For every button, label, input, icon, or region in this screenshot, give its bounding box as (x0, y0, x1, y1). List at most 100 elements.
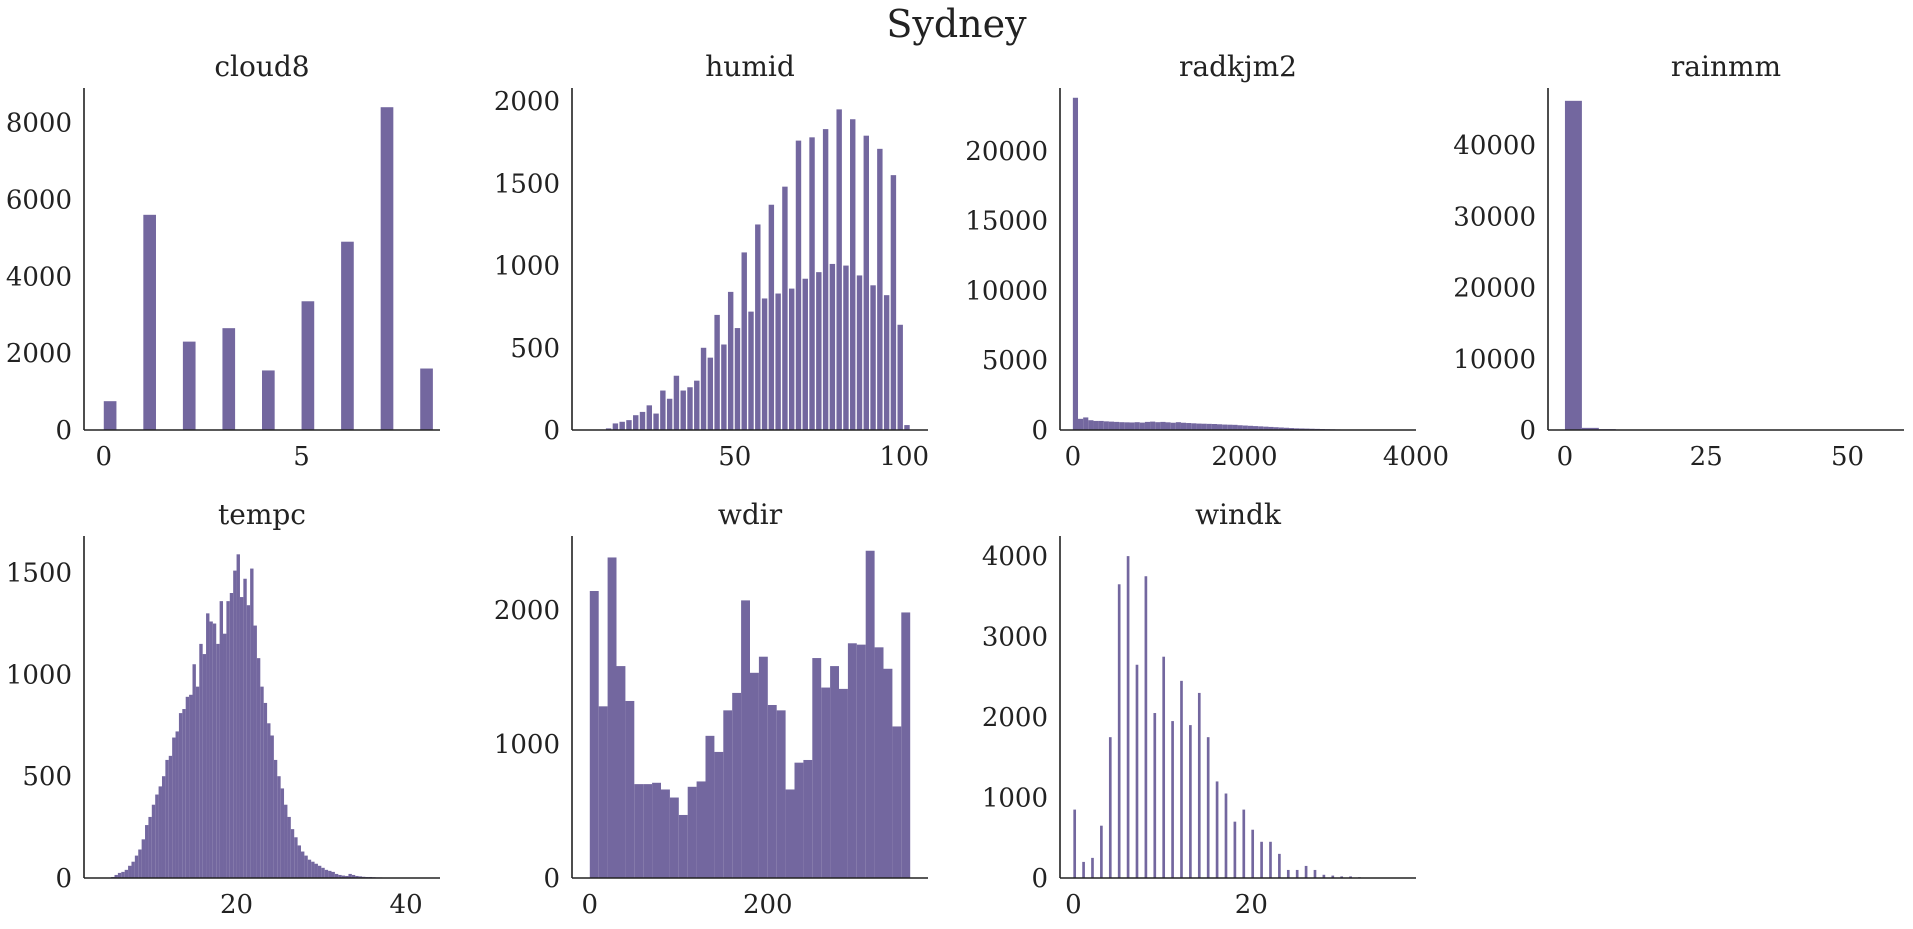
y-tick-label: 0 (55, 416, 72, 446)
bar (195, 686, 200, 878)
bar (1186, 423, 1192, 430)
x-tick-label: 4000 (1383, 442, 1449, 472)
bar (694, 380, 700, 430)
bar (1251, 829, 1255, 878)
bar (1129, 422, 1135, 430)
bar (660, 390, 666, 430)
bar (1108, 737, 1112, 878)
bar (1222, 424, 1228, 430)
bar (380, 107, 394, 431)
bar (158, 786, 162, 878)
bar (666, 398, 673, 430)
bar (253, 625, 257, 878)
bar (1268, 426, 1274, 430)
y-tick-label: 1000 (6, 660, 72, 690)
panel-title: rainmm (1671, 50, 1781, 83)
x-tick-label: 0 (1065, 442, 1082, 472)
bar (1189, 725, 1192, 878)
bar (1322, 874, 1326, 878)
bar (1170, 422, 1176, 430)
bar (338, 874, 342, 878)
bar (239, 597, 244, 878)
bar (625, 700, 635, 878)
panel-title: cloud8 (214, 50, 309, 83)
bar (1103, 421, 1109, 430)
bar (892, 726, 902, 878)
y-tick-label: 1500 (6, 559, 72, 589)
bar (795, 140, 802, 430)
y-tick-label: 0 (1031, 864, 1048, 894)
bar (1581, 427, 1599, 430)
x-tick-label: 40 (390, 890, 423, 920)
bar (321, 867, 325, 878)
bar (317, 865, 322, 878)
bar (192, 664, 196, 878)
bar (1078, 418, 1084, 430)
bar (755, 224, 761, 430)
bar (287, 816, 291, 878)
bar (1197, 692, 1201, 878)
bar (145, 825, 149, 878)
bar (1108, 421, 1115, 430)
y-tick-label: 2000 (494, 87, 560, 117)
panel-title: radkjm2 (1179, 50, 1297, 83)
bar (678, 814, 688, 878)
panel-rainmm: 0 10000 20000 30000 40000 0 25 50 rainmm (1453, 50, 1904, 472)
bar (103, 401, 117, 430)
bar (639, 411, 646, 430)
bar (223, 633, 227, 878)
y-tick-label: 500 (22, 762, 72, 792)
bar (836, 109, 842, 431)
bar (182, 341, 196, 430)
x-tick-label: 25 (1690, 442, 1723, 472)
bar (141, 839, 146, 878)
x-tick-label: 50 (1831, 442, 1864, 472)
y-tick-label: 0 (1519, 416, 1536, 446)
panel-cloud8: 0 2000 4000 6000 8000 0 5 cloud8 (6, 50, 440, 472)
bar (843, 265, 849, 430)
bar (1294, 428, 1300, 430)
bar (626, 420, 632, 430)
bar (723, 710, 733, 878)
bar (1134, 422, 1140, 430)
x-tick-label: 0 (582, 890, 599, 920)
bar (1117, 584, 1121, 878)
bar (131, 861, 135, 878)
bar (607, 557, 617, 878)
bar (1201, 423, 1207, 430)
bar (182, 709, 186, 878)
bar (634, 784, 644, 878)
bar (168, 755, 173, 878)
bar (1073, 809, 1077, 878)
bar (829, 263, 836, 430)
bar (328, 870, 332, 879)
bar (1144, 576, 1148, 878)
bar (1162, 656, 1166, 878)
bar (121, 871, 125, 878)
bar (768, 204, 775, 430)
bar (311, 861, 315, 878)
bar (267, 723, 271, 878)
bar (212, 623, 217, 878)
bar (748, 311, 754, 430)
bar (1283, 427, 1290, 430)
bar (260, 686, 264, 878)
bar (294, 837, 298, 878)
bar (420, 368, 433, 430)
bar (821, 687, 831, 878)
bar (901, 612, 911, 878)
bar (673, 375, 680, 430)
bar (1153, 713, 1157, 878)
bar (669, 797, 679, 878)
bar (714, 751, 724, 878)
bar (847, 643, 857, 878)
y-tick-label: 15000 (965, 207, 1048, 237)
bar (1215, 781, 1219, 878)
bar (1216, 424, 1223, 430)
bar (700, 347, 707, 430)
bar (301, 301, 315, 430)
y-tick-label: 500 (510, 334, 560, 364)
bar (904, 425, 910, 430)
bar (355, 875, 359, 878)
bar (165, 759, 169, 878)
